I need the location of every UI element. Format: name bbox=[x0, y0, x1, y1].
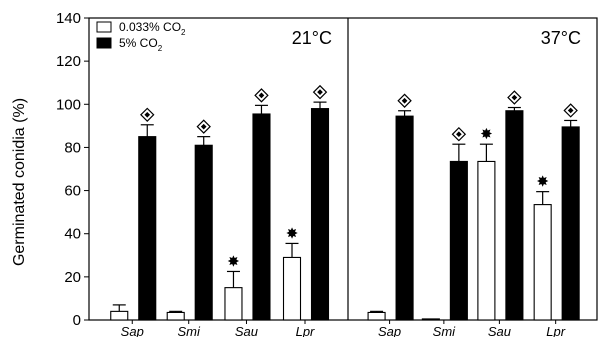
x-tick-label: Smi bbox=[433, 324, 457, 337]
diamond-marker bbox=[397, 93, 412, 108]
bar-0033pct-co2 bbox=[224, 287, 243, 321]
diamond-marker bbox=[196, 119, 211, 134]
y-tick-label: 120 bbox=[56, 53, 81, 70]
y-tick-label: 60 bbox=[64, 183, 81, 200]
diamond-inner bbox=[200, 123, 207, 130]
diamond-inner bbox=[258, 92, 265, 99]
x-tick-label: Sau bbox=[488, 324, 511, 337]
diamond-marker bbox=[140, 107, 155, 122]
diamond-marker bbox=[451, 126, 467, 142]
legend-label: 5% CO2 bbox=[119, 36, 163, 53]
x-tick-label: Sap bbox=[121, 324, 144, 337]
star-marker: ✸ bbox=[227, 253, 240, 270]
y-tick-label: 80 bbox=[64, 139, 81, 156]
annotations: ✸ ✸ ✸ ✸ bbox=[140, 84, 578, 270]
x-tick-label: Lpr bbox=[296, 324, 315, 337]
y-tick-label: 40 bbox=[64, 226, 81, 243]
bar-5pct-co2 bbox=[505, 110, 524, 321]
bar-0033pct-co2 bbox=[367, 311, 386, 321]
bar-0033pct-co2 bbox=[110, 310, 129, 321]
y-tick-label: 0 bbox=[73, 312, 81, 329]
diamond-inner bbox=[317, 89, 323, 95]
diamond-marker bbox=[254, 88, 269, 103]
bar-5pct-co2 bbox=[252, 113, 271, 321]
diamond-inner bbox=[456, 131, 462, 138]
bars bbox=[110, 101, 580, 321]
star-marker: ✸ bbox=[286, 225, 299, 242]
bar-0033pct-co2 bbox=[166, 311, 185, 321]
diamond-marker bbox=[312, 84, 328, 100]
bar-5pct-co2 bbox=[449, 160, 468, 321]
bar-5pct-co2 bbox=[138, 136, 157, 321]
bar-0033pct-co2 bbox=[282, 256, 302, 321]
bar-5pct-co2 bbox=[194, 144, 213, 321]
bar-5pct-co2 bbox=[395, 115, 414, 321]
x-tick-label: Smi bbox=[178, 324, 202, 337]
y-tick-label: 100 bbox=[56, 96, 81, 113]
y-tick-label: 20 bbox=[64, 269, 81, 286]
axes: 0 20 40 60 80 100 120 140 21°C Sap Smi Sau Lpr 37°C Sa… bbox=[56, 10, 598, 337]
star-marker: ✸ bbox=[536, 174, 549, 191]
panel-label: 37°C bbox=[541, 28, 581, 48]
diamond-marker bbox=[563, 103, 578, 118]
bar-0033pct-co2 bbox=[477, 160, 496, 321]
diamond-inner bbox=[511, 94, 518, 101]
star-marker: ✸ bbox=[480, 126, 493, 143]
bar-5pct-co2 bbox=[310, 108, 330, 321]
legend-swatch bbox=[96, 21, 112, 33]
bar-0033pct-co2 bbox=[533, 204, 552, 321]
legend-label: 0.033% CO2 bbox=[119, 20, 186, 37]
x-tick-label: Sap bbox=[378, 324, 401, 337]
bar-0033pct-co2 bbox=[421, 318, 440, 321]
x-tick-label: Lpr bbox=[546, 324, 565, 337]
legend-swatch bbox=[96, 37, 112, 49]
plot-frame bbox=[88, 17, 598, 321]
diamond-inner bbox=[567, 107, 574, 114]
diamond-inner bbox=[401, 97, 408, 104]
diamond-marker bbox=[507, 90, 522, 105]
x-tick-label: Sau bbox=[235, 324, 258, 337]
y-tick-label: 140 bbox=[56, 10, 81, 27]
panel-label: 21°C bbox=[292, 28, 332, 48]
bar-5pct-co2 bbox=[561, 126, 580, 321]
diamond-inner bbox=[144, 111, 151, 118]
y-axis-label: Germinated conidia (%) bbox=[11, 98, 28, 266]
